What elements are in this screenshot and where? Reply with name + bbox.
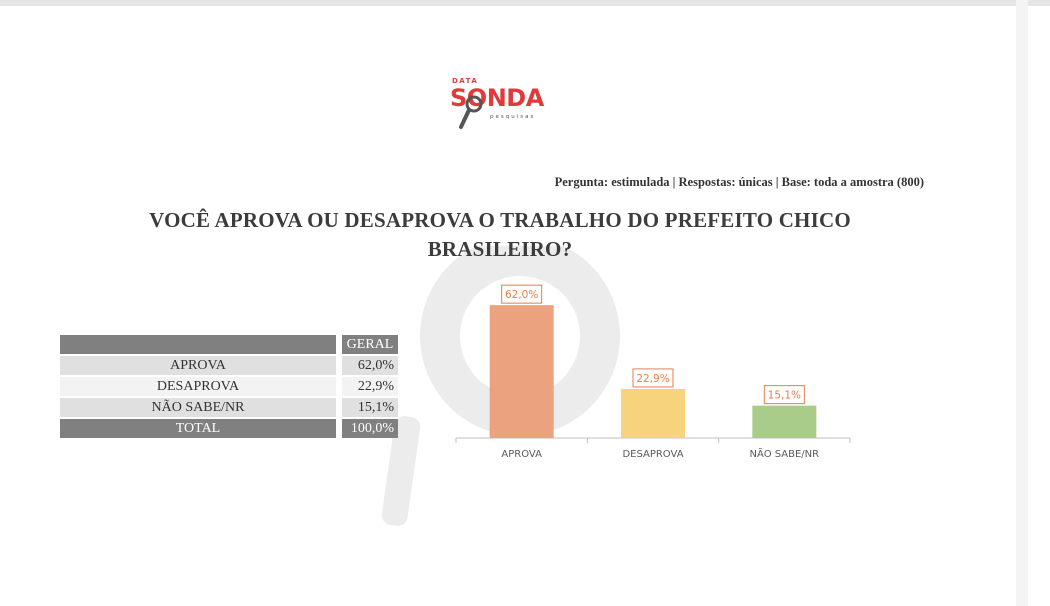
table-header-row: GERAL [60,335,398,354]
results-table: GERAL APROVA 62,0% DESAPROVA 22,9% NÃO S… [60,333,398,440]
page-gutter [1016,0,1028,606]
row-label: APROVA [60,356,336,375]
row-value: 62,0% [342,356,398,375]
bar-chart: 62,0% APROVA 22,9% DESAPROVA 15,1% NÃO SABE/N… [450,284,860,476]
window-top-strip [0,0,1050,6]
logo-data-text: DATA [452,77,478,85]
category-label: APROVA [501,449,542,460]
bar [489,305,554,438]
data-label: 22,9% [636,373,669,385]
row-label: DESAPROVA [60,377,336,396]
bar [752,405,817,438]
next-page-edge [1028,6,1050,606]
row-value: 22,9% [342,377,398,396]
data-label-box [501,284,543,304]
title-line-2: BRASILEIRO? [427,237,573,261]
table-header-blank [60,335,336,354]
table-total-row: TOTAL 100,0% [60,419,398,438]
data-label: 62,0% [505,289,538,301]
table-row: NÃO SABE/NR 15,1% [60,398,398,417]
category-label: DESAPROVA [622,449,683,460]
table-row: DESAPROVA 22,9% [60,377,398,396]
category-label: NÃO SABE/NR [750,447,820,460]
row-value: 15,1% [342,398,398,417]
total-value: 100,0% [342,419,398,438]
total-label: TOTAL [60,419,336,438]
data-label-box [632,368,674,388]
bar-chart-svg: 62,0% APROVA 22,9% DESAPROVA 15,1% NÃO SABE/N… [455,284,851,460]
question-info: Pergunta: estimulada | Respostas: únicas… [554,175,924,189]
table-row: APROVA 62,0% [60,356,398,375]
document-page: DATA SONDA pesquisas Pergunta: estimulad… [0,6,1016,606]
sonda-logo: DATA SONDA pesquisas [438,72,558,136]
data-label: 15,1% [768,390,801,402]
title-line-1: VOCÊ APROVA OU DESAPROVA O TRABALHO DO P… [149,208,851,232]
bar [621,388,685,438]
logo-brand-text: SONDA [450,84,545,112]
logo-sub-text: pesquisas [490,114,535,120]
row-label: NÃO SABE/NR [60,398,336,417]
data-label-box [763,385,805,405]
chart-title: VOCÊ APROVA OU DESAPROVA O TRABALHO DO P… [120,206,880,264]
table-header-geral: GERAL [342,335,398,354]
